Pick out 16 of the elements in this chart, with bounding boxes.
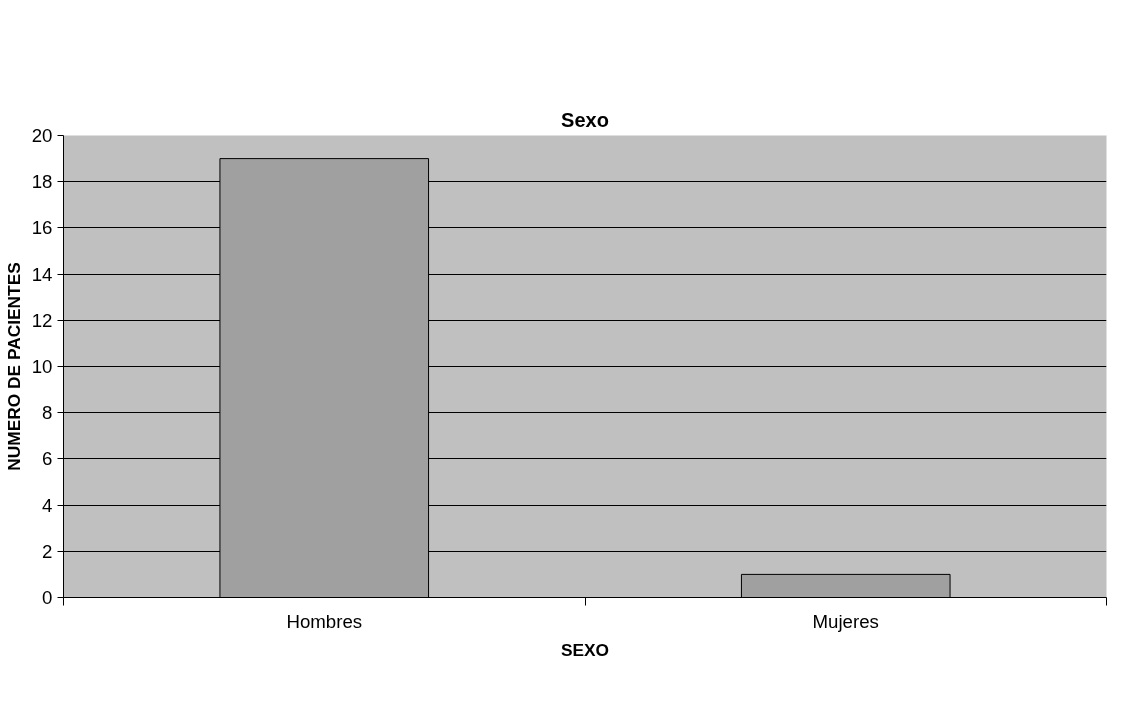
y-tick-label: 6 xyxy=(42,448,53,470)
y-tick-label: 20 xyxy=(31,125,53,146)
y-tick-label: 14 xyxy=(31,263,53,285)
y-tick-label: 10 xyxy=(31,356,53,377)
x-tick-label: Mujeres xyxy=(812,610,879,632)
y-tick-label: 16 xyxy=(31,217,53,239)
y-tick-label: 12 xyxy=(31,309,53,331)
y-tick-label: 18 xyxy=(31,171,53,193)
y-axis-title: NUMERO DE PACIENTES xyxy=(3,262,24,471)
y-tick-label: 8 xyxy=(42,402,53,424)
y-tick-label: 2 xyxy=(42,540,53,562)
x-axis-title: SEXO xyxy=(560,639,610,660)
y-tick-label: 0 xyxy=(42,587,53,608)
chart-title: Sexo xyxy=(561,108,609,131)
x-tick-label: Hombres xyxy=(286,610,363,632)
y-tick-label: 4 xyxy=(42,494,53,516)
